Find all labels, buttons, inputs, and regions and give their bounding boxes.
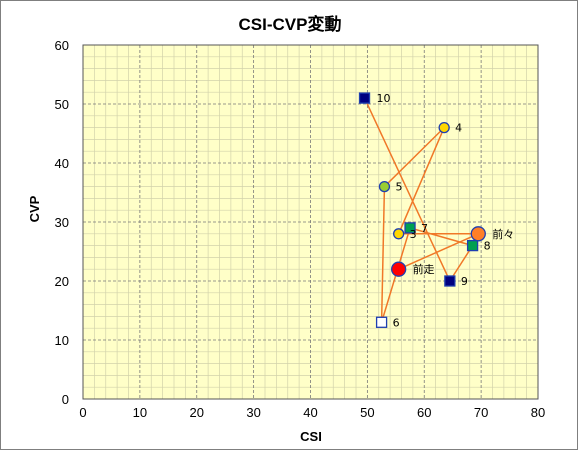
x-tick-label: 50 xyxy=(360,405,374,420)
data-label: 9 xyxy=(461,275,468,288)
data-label: 5 xyxy=(395,181,402,194)
data-point xyxy=(378,180,391,193)
y-tick-label: 60 xyxy=(55,38,69,53)
plot-area: 10 9 8 7 6 5 4 3 前走 前々 xyxy=(82,44,539,400)
data-label: 前々 xyxy=(492,227,514,241)
plot-border xyxy=(82,44,539,400)
x-tick-label: 30 xyxy=(246,405,260,420)
data-point xyxy=(444,275,456,287)
x-tick-label: 80 xyxy=(531,405,545,420)
data-point xyxy=(375,316,388,328)
y-tick-label: 30 xyxy=(55,215,69,230)
data-point xyxy=(391,261,407,277)
x-tick-label: 20 xyxy=(190,405,204,420)
y-tick-label: 20 xyxy=(55,274,69,289)
data-point xyxy=(470,226,486,242)
data-point xyxy=(466,239,479,252)
data-point xyxy=(404,222,416,234)
x-axis-label: CSI xyxy=(300,429,322,444)
data-label: 10 xyxy=(377,92,391,105)
y-tick-label: 10 xyxy=(55,333,69,348)
x-tick-label: 40 xyxy=(303,405,317,420)
y-tick-label: 40 xyxy=(55,156,69,171)
y-axis-label: CVP xyxy=(27,195,42,222)
chart-title: CSI-CVP変動 xyxy=(239,14,342,34)
y-tick-label: 50 xyxy=(55,97,69,112)
data-label: 6 xyxy=(393,316,400,329)
y-tick-label: 0 xyxy=(62,392,69,407)
x-tick-label: 0 xyxy=(79,405,86,420)
data-label: 4 xyxy=(455,122,462,135)
x-tick-label: 10 xyxy=(133,405,147,420)
x-tick-label: 70 xyxy=(474,405,488,420)
data-point xyxy=(438,121,450,134)
data-label: 8 xyxy=(484,240,491,253)
data-label: 前走 xyxy=(413,262,435,276)
data-label: 3 xyxy=(410,228,417,241)
data-label: 7 xyxy=(421,222,428,235)
series-line xyxy=(363,97,479,323)
data-point xyxy=(393,228,405,240)
data-point xyxy=(358,92,371,104)
x-tick-label: 60 xyxy=(417,405,431,420)
tick-labels: 0 10 20 30 40 50 60 70 80 0 10 20 30 40 50 60 xyxy=(55,38,546,420)
